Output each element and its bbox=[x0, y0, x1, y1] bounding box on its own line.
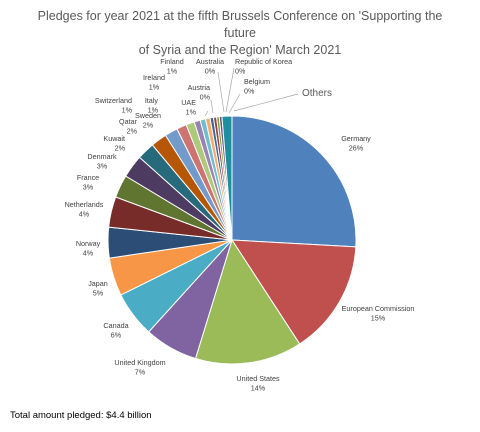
slice-label-percent: 3% bbox=[97, 162, 108, 171]
slice-label-belgium: Belgium 0% bbox=[244, 77, 270, 96]
slice-label-percent: 2% bbox=[127, 127, 138, 136]
chart-title-line-2: of Syria and the Region' March 2021 bbox=[138, 43, 342, 57]
leader-line-australia bbox=[217, 71, 225, 113]
slice-label-percent: 5% bbox=[93, 289, 104, 298]
leader-line-austria bbox=[210, 99, 214, 114]
slice-label-name: Canada bbox=[103, 321, 128, 330]
pie-slice-european-commission bbox=[231, 239, 357, 345]
slice-label-percent: 0% bbox=[205, 67, 216, 76]
leader-line-belgium bbox=[228, 93, 241, 114]
slice-label-finland: Finland 1% bbox=[160, 57, 184, 76]
slice-label-norway: Norway 4% bbox=[76, 239, 101, 258]
slice-label-name: Germany bbox=[341, 134, 371, 143]
slice-label-austria: Austria 0% bbox=[188, 83, 211, 102]
slice-label-name: Kuwait bbox=[103, 134, 125, 143]
slice-label-uae: UAE 1% bbox=[181, 98, 196, 117]
slice-label-australia: Australia 0% bbox=[196, 57, 224, 76]
slice-label-qatar: Qatar 2% bbox=[119, 117, 138, 136]
leader-line-republic-of-korea bbox=[225, 67, 235, 113]
slice-label-percent: 1% bbox=[122, 106, 133, 115]
chart-title-line-1: Pledges for year 2021 at the fifth Bruss… bbox=[37, 9, 443, 40]
slice-label-percent: 4% bbox=[79, 210, 90, 219]
slice-label-percent: 6% bbox=[111, 331, 122, 340]
slice-label-name: United States bbox=[236, 374, 280, 383]
slice-label-european-commission: European Commission 15% bbox=[342, 304, 415, 323]
slice-label-name: UAE bbox=[181, 98, 196, 107]
slice-label-percent: 1% bbox=[186, 108, 197, 117]
slice-label-netherlands: Netherlands 4% bbox=[65, 200, 104, 219]
slice-label-canada: Canada 6% bbox=[103, 321, 128, 340]
slice-label-percent: 1% bbox=[167, 67, 178, 76]
slice-label-name: Netherlands bbox=[65, 200, 104, 209]
slice-label-sweden: Sweden 2% bbox=[135, 111, 161, 130]
slice-label-name: Japan bbox=[88, 279, 108, 288]
slice-label-name: Austria bbox=[188, 83, 210, 92]
slice-label-kuwait: Kuwait 2% bbox=[103, 134, 125, 153]
pie-slice-others bbox=[221, 115, 233, 241]
slice-label-germany: Germany 26% bbox=[341, 134, 371, 153]
slice-label-percent: 15% bbox=[371, 314, 386, 323]
slice-label-name: United Kingdom bbox=[114, 358, 165, 367]
slice-label-percent: 1% bbox=[149, 83, 160, 92]
slice-label-percent: 3% bbox=[83, 183, 94, 192]
slice-label-percent: 4% bbox=[83, 249, 94, 258]
slice-label-denmark: Denmark 3% bbox=[87, 152, 117, 171]
slice-label-percent: 0% bbox=[200, 93, 211, 102]
slice-label-percent: 2% bbox=[143, 121, 154, 130]
slice-label-name: Qatar bbox=[119, 117, 138, 126]
slice-label-name: France bbox=[77, 173, 99, 182]
slice-label-name: European Commission bbox=[342, 304, 415, 313]
slice-label-percent: 0% bbox=[244, 87, 255, 96]
slice-label-name: Australia bbox=[196, 57, 224, 66]
slice-label-ireland: Ireland 1% bbox=[143, 73, 165, 92]
slice-label-italy: Italy 1% bbox=[145, 96, 159, 115]
slice-label-name: Denmark bbox=[87, 152, 117, 161]
slice-label-name: Belgium bbox=[244, 77, 270, 86]
slice-label-percent: 26% bbox=[349, 144, 364, 153]
slice-label-percent: 14% bbox=[251, 384, 266, 393]
slice-label-name: Norway bbox=[76, 239, 101, 248]
slice-label-percent: 1% bbox=[148, 106, 159, 115]
pie-slice-united-states bbox=[194, 238, 301, 365]
slice-label-name: Ireland bbox=[143, 73, 165, 82]
slice-label-republic-of-korea: Republic of Korea 0% bbox=[235, 57, 292, 76]
slice-label-france: France 3% bbox=[77, 173, 99, 192]
leader-line-uae bbox=[204, 110, 209, 117]
slice-label-name: Italy bbox=[145, 96, 159, 105]
slice-label-name: Switzerland bbox=[95, 96, 132, 105]
leader-line-others bbox=[233, 93, 299, 112]
slice-label-united-kingdom: United Kingdom 7% bbox=[114, 358, 165, 377]
total-pledged-note: Total amount pledged: $4.4 billion bbox=[10, 410, 152, 421]
slice-label-united-states: United States 14% bbox=[236, 374, 280, 393]
slice-label-name: Republic of Korea bbox=[235, 57, 292, 66]
slice-label-percent: 0% bbox=[235, 67, 246, 76]
slice-label-name: Sweden bbox=[135, 111, 161, 120]
slice-label-percent: 2% bbox=[115, 144, 126, 153]
slice-label-others: Others bbox=[302, 88, 332, 99]
slice-label-switzerland: Switzerland 1% bbox=[95, 96, 133, 115]
slice-label-name: Finland bbox=[160, 57, 184, 66]
slice-label-percent: 7% bbox=[135, 368, 146, 377]
slice-label-name: Others bbox=[302, 88, 332, 99]
pie-slice-germany bbox=[231, 115, 357, 248]
chart-title: Pledges for year 2021 at the fifth Bruss… bbox=[20, 8, 460, 59]
slice-label-japan: Japan 5% bbox=[88, 279, 108, 298]
